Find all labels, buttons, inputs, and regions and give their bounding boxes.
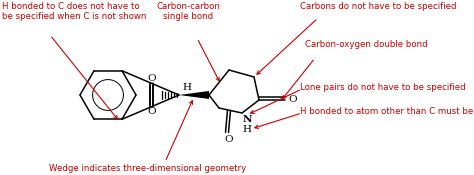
Text: Wedge indicates three-dimensional geometry: Wedge indicates three-dimensional geomet…	[49, 164, 246, 173]
Text: O: O	[288, 96, 297, 104]
Polygon shape	[179, 91, 209, 99]
Text: Lone pairs do not have to be specified: Lone pairs do not have to be specified	[300, 83, 465, 93]
Text: N: N	[243, 115, 253, 124]
Text: Carbon-carbon
single bond: Carbon-carbon single bond	[156, 2, 220, 21]
Text: H: H	[182, 82, 191, 92]
Text: H bonded to C does not have to
be specified when C is not shown: H bonded to C does not have to be specif…	[2, 2, 146, 21]
Text: O: O	[147, 74, 156, 83]
Text: H: H	[243, 124, 252, 134]
Text: H bonded to atom other than C must be specified: H bonded to atom other than C must be sp…	[300, 107, 474, 117]
Text: Carbon-oxygen double bond: Carbon-oxygen double bond	[305, 40, 428, 49]
Text: Carbons do not have to be specified: Carbons do not have to be specified	[300, 2, 456, 11]
Text: O: O	[224, 135, 233, 144]
Text: O: O	[147, 107, 156, 116]
